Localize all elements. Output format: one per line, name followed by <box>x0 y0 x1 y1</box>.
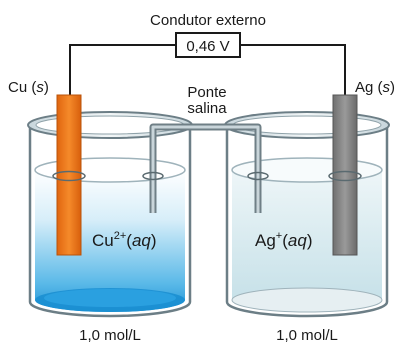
copper-ion-label: Cu2+(aq) <box>92 230 157 250</box>
silver-ion-label: Ag+(aq) <box>255 230 313 250</box>
left-concentration-label: 1,0 mol/L <box>79 327 141 344</box>
external-conductor-label: Condutor externo <box>150 12 266 29</box>
right-concentration-label: 1,0 mol/L <box>276 327 338 344</box>
voltmeter: 0,46 V <box>175 32 241 58</box>
salt-bridge-label-line1: Ponte <box>187 84 226 101</box>
right-electrode-label: Ag (s) <box>355 79 395 96</box>
left-electrode-label: Cu (s) <box>8 79 49 96</box>
silver-electrode <box>332 94 358 256</box>
voltmeter-reading: 0,46 V <box>186 38 229 55</box>
left-beaker <box>27 111 193 318</box>
copper-electrode <box>56 94 82 256</box>
external-wire <box>69 44 346 98</box>
salt-bridge-label-line2: salina <box>187 100 227 117</box>
right-beaker <box>224 111 390 318</box>
